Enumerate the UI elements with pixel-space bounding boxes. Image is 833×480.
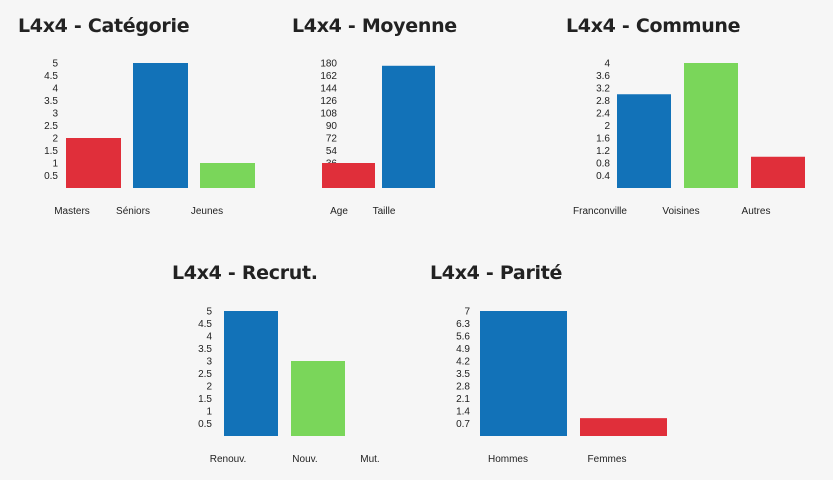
- chart-commune: 0.40.8 1.21.6 22.4 2.83.2 3.64 Franconville Vo…: [573, 59, 805, 217]
- bar-autres: [751, 156, 805, 188]
- y-tick-label: 90: [326, 121, 338, 132]
- chart-moyenne: 1836547290108126144162180AgeTaille: [320, 59, 435, 217]
- chart-title: L4x4 - Moyenne: [292, 15, 457, 37]
- bar-femmes: [580, 418, 667, 436]
- y-tick-label: 0.8: [596, 159, 610, 170]
- category-label: Voisines: [662, 206, 699, 217]
- y-tick-label: 54: [326, 146, 338, 157]
- bar-age: [322, 163, 375, 188]
- chart-title: L4x4 - Parité: [430, 262, 563, 284]
- y-tick-label: 2: [206, 382, 212, 393]
- y-tick-label: 2.5: [44, 121, 58, 132]
- category-label: Age: [330, 206, 348, 217]
- bar-masters: [66, 138, 121, 188]
- y-tick-label: 0.4: [596, 171, 610, 182]
- category-label: Taille: [373, 206, 396, 217]
- y-tick-label: 0.5: [198, 419, 212, 430]
- y-tick-label: 5.6: [456, 332, 470, 343]
- y-tick-label: 3.5: [456, 369, 470, 380]
- y-tick-label: 4.9: [456, 344, 470, 355]
- bar-franconville: [617, 94, 671, 188]
- y-tick-label: 4.2: [456, 357, 470, 368]
- y-tick-label: 2: [604, 121, 610, 132]
- category-label: Jeunes: [191, 206, 223, 217]
- y-tick-label: 2.8: [596, 96, 610, 107]
- y-tick-label: 2: [52, 134, 58, 145]
- y-tick-label: 3.6: [596, 71, 610, 82]
- y-tick-label: 3: [206, 357, 212, 368]
- chart-recrut: 0.51 1.52 2.53 3.54 4.55 Renouv. Nouv. Mut.: [198, 307, 380, 466]
- bar-nouv-: [291, 361, 345, 436]
- y-tick-label: 3.5: [198, 344, 212, 355]
- category-label: Séniors: [116, 206, 150, 217]
- y-tick-label: 0.5: [44, 171, 58, 182]
- y-tick-label: 2.4: [596, 109, 610, 120]
- y-tick-label: 72: [326, 134, 338, 145]
- category-label: Masters: [54, 206, 90, 217]
- y-tick-label: 1.6: [596, 134, 610, 145]
- y-tick-label: 4: [206, 332, 212, 343]
- chart-categorie: 0.51 1.52 2.53 3.54 4.55 Masters Séniors Jeunes: [44, 59, 255, 217]
- y-tick-label: 144: [320, 84, 337, 95]
- bar-s-niors: [133, 63, 188, 188]
- y-tick-label: 4.5: [198, 319, 212, 330]
- category-label: Renouv.: [210, 454, 247, 465]
- y-tick-label: 1.2: [596, 146, 610, 157]
- y-tick-label: 108: [320, 109, 337, 120]
- y-tick-label: 1.5: [198, 394, 212, 405]
- chart-parite: 0.71.4 2.12.8 3.54.2 4.95.6 6.37 Hommes Femmes: [456, 307, 667, 465]
- category-label: Mut.: [360, 454, 379, 465]
- bar-voisines: [684, 63, 738, 188]
- category-label: Franconville: [573, 206, 627, 217]
- bar-jeunes: [200, 163, 255, 188]
- y-tick-label: 3.5: [44, 96, 58, 107]
- category-label: Autres: [742, 206, 771, 217]
- bar-renouv-: [224, 311, 278, 436]
- y-tick-label: 1: [206, 407, 212, 418]
- y-tick-label: 4: [604, 59, 610, 70]
- y-tick-label: 126: [320, 96, 337, 107]
- y-tick-label: 4.5: [44, 71, 58, 82]
- category-label: Femmes: [588, 454, 627, 465]
- bar-hommes: [480, 311, 567, 436]
- y-tick-label: 1.4: [456, 407, 470, 418]
- y-tick-label: 5: [52, 59, 58, 70]
- y-tick-label: 3.2: [596, 84, 610, 95]
- y-tick-label: 4: [52, 84, 58, 95]
- y-tick-label: 0.7: [456, 419, 470, 430]
- chart-title: L4x4 - Recrut.: [172, 262, 318, 284]
- y-tick-label: 5: [206, 307, 212, 318]
- y-tick-label: 1: [52, 159, 58, 170]
- bar-taille: [382, 65, 435, 188]
- y-tick-label: 2.5: [198, 369, 212, 380]
- y-tick-label: 3: [52, 109, 58, 120]
- category-label: Hommes: [488, 454, 528, 465]
- y-tick-label: 2.8: [456, 382, 470, 393]
- category-label: Nouv.: [292, 454, 317, 465]
- y-tick-label: 7: [464, 307, 470, 318]
- y-tick-label: 6.3: [456, 319, 470, 330]
- y-tick-label: 2.1: [456, 394, 470, 405]
- y-tick-label: 180: [320, 59, 337, 70]
- y-tick-label: 162: [320, 71, 337, 82]
- y-tick-label: 1.5: [44, 146, 58, 157]
- chart-title: L4x4 - Catégorie: [18, 15, 190, 37]
- chart-title: L4x4 - Commune: [566, 15, 741, 37]
